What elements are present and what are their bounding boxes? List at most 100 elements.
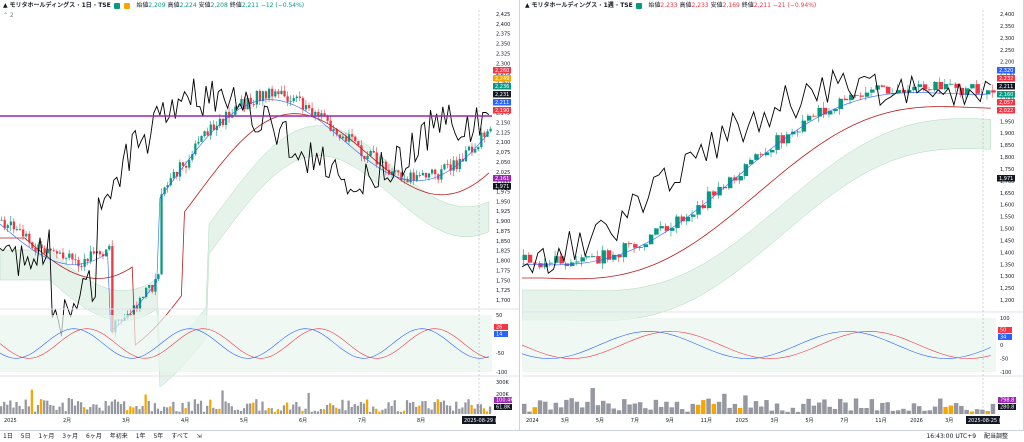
volume-bar	[322, 409, 326, 414]
candle-body	[527, 254, 533, 263]
candle-body	[659, 226, 664, 229]
volume-bar	[458, 408, 461, 414]
volume-bar	[18, 405, 21, 414]
candle-body	[421, 172, 425, 176]
collapse-indicators-icon[interactable]: ⌃ 2	[3, 12, 14, 19]
oscillator-badge	[494, 324, 508, 330]
candle-body	[89, 251, 92, 262]
volume-bar	[46, 400, 49, 414]
volume-bar	[36, 405, 40, 414]
volume-bar	[632, 403, 638, 414]
price-badge-text: 2,022	[999, 108, 1013, 114]
candle-body	[580, 257, 585, 262]
volume-bar	[141, 406, 144, 414]
volume-bar	[344, 410, 347, 414]
weekly-chart-canvas[interactable]: 2,4002,3502,3002,2502,2002,1502,1002,050…	[522, 0, 1024, 430]
volume-bar	[848, 410, 853, 414]
volume-bar	[727, 407, 732, 414]
volume-bar	[172, 401, 175, 414]
volume-bar	[39, 399, 43, 414]
weekly-symbol-title[interactable]: モリタホールディングス · 1週 · TSE	[531, 2, 633, 9]
candle-body	[34, 247, 37, 252]
volume-bar	[827, 406, 832, 414]
range-1y[interactable]: 1年	[135, 433, 146, 440]
weekly-chart-pane[interactable]: ▲ モリタホールディングス · 1週 · TSE 始値2,233 高値2,233…	[522, 0, 1024, 430]
volume-bar	[153, 403, 157, 414]
candle-body	[58, 252, 62, 254]
adjust-toggle[interactable]: 配当調整	[983, 433, 1008, 440]
candle-body	[446, 164, 449, 166]
candle-body	[680, 216, 685, 222]
volume-bar	[405, 400, 409, 414]
volume-bar	[436, 399, 439, 414]
volume-bar	[464, 402, 467, 414]
candle-body	[949, 83, 954, 85]
price-badge	[997, 91, 1015, 98]
candle-body	[406, 179, 409, 183]
price-tick-label: 2,300	[496, 61, 510, 67]
candle-body	[234, 106, 237, 115]
range-1d[interactable]: 1日	[3, 433, 13, 440]
range-6m[interactable]: 6ヶ月	[86, 433, 102, 440]
volume-bar	[911, 403, 917, 414]
candle-body	[197, 141, 200, 144]
volume-bar	[859, 407, 864, 414]
volume-bar	[685, 411, 690, 414]
candle-body	[274, 91, 277, 97]
price-tick-label: 2,400	[1000, 12, 1014, 18]
calendar-icon[interactable]: ⇲	[196, 433, 202, 440]
volume-bar	[193, 399, 196, 414]
candle-body	[28, 233, 31, 243]
candle-body	[712, 191, 717, 196]
price-badge-text: 2,236	[495, 84, 509, 90]
price-tick-label: 1,750	[1000, 167, 1014, 173]
volume-bar	[737, 408, 743, 414]
daily-symbol-title[interactable]: モリタホールディングス · 1日 · TSE	[9, 2, 111, 9]
candle-body	[92, 251, 96, 254]
volume-bar	[132, 407, 135, 414]
candle-body	[228, 111, 231, 118]
volume-badge-text: 100.4K	[496, 398, 514, 404]
volume-bar	[242, 408, 246, 414]
volume-bar	[365, 399, 369, 414]
range-5d[interactable]: 5日	[20, 433, 31, 440]
candle-body	[833, 108, 838, 112]
candle-body	[203, 131, 206, 137]
time-axis-label: 3月	[945, 418, 953, 424]
volume-bar	[261, 401, 264, 414]
candle-body	[896, 90, 901, 94]
range-1m[interactable]: 1ヶ月	[38, 433, 55, 440]
volume-bar	[199, 400, 203, 414]
volume-bar	[543, 401, 548, 414]
volume-bar	[116, 401, 120, 414]
range-all[interactable]: すべて	[171, 433, 189, 440]
price-tick-label: 1,900	[1000, 131, 1014, 137]
candle-body	[295, 96, 298, 99]
change-value: −21 (−0.94%)	[772, 2, 817, 9]
volume-bar	[30, 389, 34, 414]
price-badge-text: 2,211	[495, 100, 509, 106]
close-label: 終値	[741, 2, 754, 9]
volume-badge	[494, 404, 512, 410]
volume-bar	[943, 406, 948, 414]
volume-tick-label: 300K	[496, 380, 510, 386]
range-3m[interactable]: 3ヶ月	[62, 433, 79, 440]
candle-body	[443, 164, 446, 170]
candle-body	[221, 118, 225, 125]
daily-chart-canvas[interactable]: 2,4252,4002,3752,3502,3252,3002,2752,250…	[0, 0, 520, 430]
volume-bar	[537, 400, 543, 414]
volume-bar	[906, 410, 911, 414]
volume-bar	[221, 390, 224, 414]
volume-bar	[601, 400, 606, 414]
candle-body	[575, 261, 580, 263]
range-5y[interactable]: 5年	[153, 433, 164, 440]
price-tick-label: 1,550	[1000, 215, 1014, 221]
volume-bar	[184, 408, 187, 414]
price-tick-label: 1,750	[496, 278, 510, 284]
volume-bar	[418, 405, 421, 414]
price-badge	[493, 75, 511, 82]
price-badge	[493, 91, 511, 98]
daily-chart-pane[interactable]: ▲ モリタホールディングス · 1日 · TSE 始値2,209 高値2,224…	[0, 0, 520, 430]
range-ytd[interactable]: 年初来	[109, 433, 128, 440]
